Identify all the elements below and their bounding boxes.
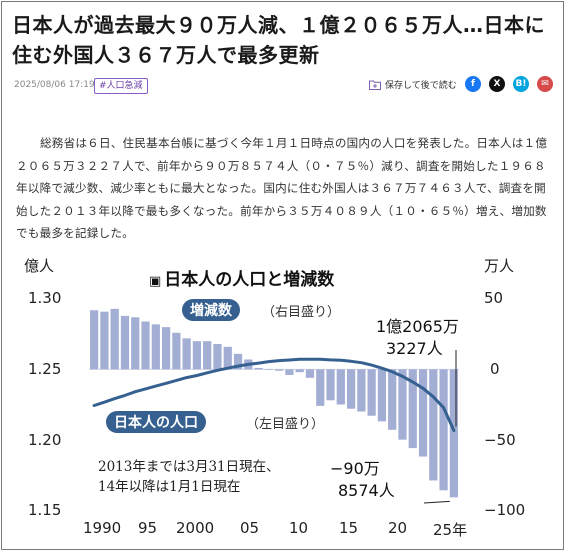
bar-1997	[161, 327, 171, 370]
change-value-2: 8574人	[338, 481, 395, 500]
date-note-2: 14年以降は1月1日現在	[98, 479, 241, 495]
bar-2004	[233, 353, 243, 370]
article-headline: 日本人が過去最大９０万人減、１億２０６５万人…日本に住む外国人３６７万人で最多更…	[12, 13, 545, 67]
bar-2019	[388, 369, 397, 430]
left-axis-unit: 億人	[24, 257, 55, 275]
chart-canvas	[89, 308, 459, 504]
x-tick-05: 05	[240, 519, 260, 537]
x-tick-25: 25年	[433, 521, 468, 539]
change-value-1: −90万	[330, 459, 380, 478]
bar-2009	[285, 369, 294, 375]
bookmark-folder-icon	[369, 80, 381, 90]
bar-2015	[346, 369, 356, 409]
bar-2011	[305, 369, 315, 378]
bar-1998	[172, 332, 181, 370]
bar-1994	[131, 317, 140, 370]
right-tick-4: −100	[484, 501, 526, 519]
x-tick-2000: 2000	[176, 519, 215, 537]
chart-title: ▣ 日本人の人口と増減数	[149, 265, 334, 290]
right-axis-unit: 万人	[484, 257, 515, 275]
article-meta: 2025/08/06 17:19 #人口急減 保存して後で読む f X B! ✉	[14, 76, 553, 98]
bar-1996	[151, 324, 160, 370]
bar-2024	[439, 369, 448, 491]
x-tick-20: 20	[388, 519, 408, 537]
bar-2002	[213, 344, 222, 370]
publish-date: 2025/08/06 17:19	[14, 80, 95, 90]
line-series-pill: 日本人の人口	[106, 411, 206, 433]
save-for-later-button[interactable]: 保存して後で読む	[369, 78, 457, 91]
right-tick-2: 0	[490, 360, 500, 378]
hatena-bookmark-icon[interactable]: B!	[513, 76, 529, 92]
bar-2000	[192, 341, 202, 370]
population-chart: 億人 万人 1.30 1.25 1.20 1.15 50 0 −50 −100 …	[24, 255, 554, 547]
bar-1990	[90, 310, 99, 370]
cube-icon: ▣	[149, 274, 162, 289]
right-tick-3: −50	[484, 431, 516, 449]
bar-2018	[377, 369, 387, 422]
bar-2008	[275, 369, 284, 371]
bar-2013	[326, 369, 335, 401]
bar-2023	[429, 369, 438, 481]
bar-2020	[398, 369, 407, 440]
facebook-share-icon[interactable]: f	[465, 76, 481, 92]
left-tick-2: 1.25	[28, 360, 62, 378]
bar-1991	[100, 311, 109, 370]
right-tick-1: 50	[484, 289, 504, 307]
zero-line	[89, 368, 459, 370]
left-tick-4: 1.15	[28, 501, 62, 519]
bar-1993	[120, 315, 130, 370]
left-tick-1: 1.30	[28, 289, 62, 307]
bar-2014	[336, 369, 345, 405]
bar-2025	[449, 369, 458, 498]
bar-2017	[367, 369, 376, 416]
topic-tag[interactable]: #人口急減	[94, 78, 148, 94]
x-tick-10: 10	[289, 519, 309, 537]
bar-2021	[408, 369, 417, 449]
population-value-2: 3227人	[386, 339, 443, 358]
bar-1995	[141, 321, 150, 370]
bar-1999	[182, 338, 191, 370]
x-share-icon[interactable]: X	[489, 76, 505, 92]
bar-2006	[254, 367, 263, 370]
change-leader-line	[423, 500, 450, 504]
left-tick-3: 1.20	[28, 431, 62, 449]
bar-2007	[264, 369, 273, 370]
bar-2003	[223, 346, 232, 370]
population-value-1: 1億2065万	[376, 317, 459, 336]
bar-2016	[357, 369, 366, 412]
bar-2001	[203, 341, 212, 370]
line-axis-note: （左目盛り）	[246, 417, 325, 432]
article-body: 総務省は６日、住民基本台帳に基づく今年１月１日時点の国内の人口を発表した。日本人…	[16, 136, 548, 240]
x-tick-1990: 1990	[83, 519, 122, 537]
save-label: 保存して後で読む	[385, 81, 457, 91]
bar-2022	[418, 369, 428, 457]
mail-share-icon[interactable]: ✉	[537, 76, 553, 92]
bar-2010	[295, 369, 304, 373]
chart-title-text: 日本人の人口と増減数	[164, 270, 335, 290]
date-note-1: 2013年までは3月31日現在、	[98, 459, 280, 475]
bar-series-pill: 増減数	[182, 299, 240, 321]
bar-2012	[316, 369, 325, 406]
bar-axis-note: （右目盛り）	[262, 305, 341, 320]
bar-1992	[110, 308, 119, 370]
population-line	[92, 357, 456, 432]
x-tick-15: 15	[339, 519, 359, 537]
x-tick-95: 95	[138, 519, 158, 537]
